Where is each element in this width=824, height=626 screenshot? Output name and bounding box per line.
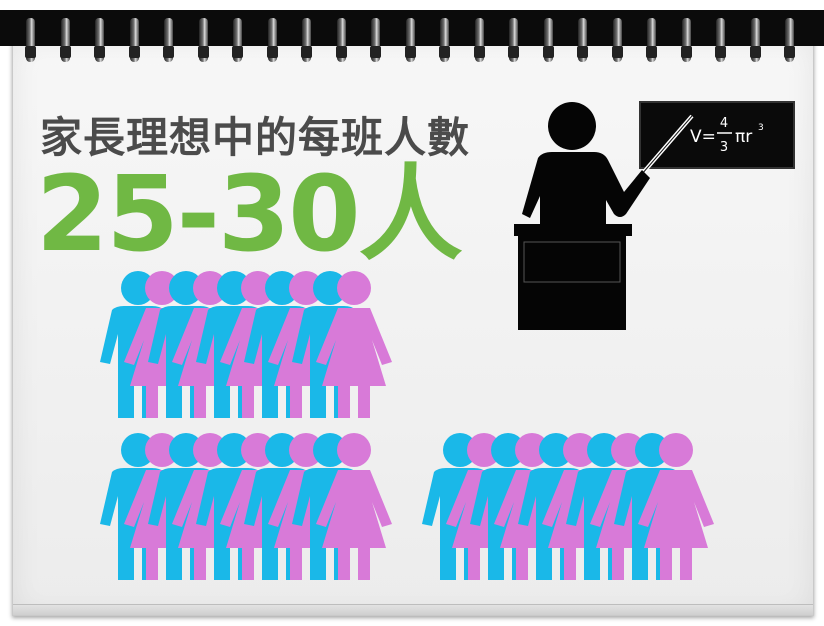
spiral-ring-icon — [302, 18, 311, 62]
ring-hole — [301, 46, 312, 58]
pointer-stick-outline — [641, 115, 693, 175]
spiral-ring-icon — [785, 18, 794, 62]
ring-hole — [128, 46, 140, 58]
teacher-icon — [522, 102, 650, 226]
spiral-ring-icon — [681, 18, 691, 62]
ring-hole — [611, 46, 623, 58]
spiral-ring-icon — [474, 18, 484, 62]
spiral-ring-icon — [440, 18, 449, 62]
girl-icon — [314, 270, 394, 420]
formula-numerator: 4 — [720, 116, 728, 131]
girl-icon — [314, 432, 394, 582]
ring-hole — [473, 46, 485, 58]
ring-hole — [163, 46, 174, 58]
spiral-ring-icon — [612, 18, 622, 62]
spiral-ring-icon — [647, 18, 656, 62]
spiral-ring-icon — [26, 18, 35, 62]
ring-hole — [266, 46, 278, 58]
spiral-ring-icon — [164, 18, 173, 62]
spiral-ring-icon — [543, 18, 553, 62]
formula-denominator: 3 — [720, 140, 728, 155]
notebook-page-edge — [13, 604, 813, 615]
ring-hole — [680, 46, 692, 58]
formula-exponent: 3 — [758, 123, 764, 133]
ring-hole — [232, 46, 243, 58]
highlight-value: 25-30人 — [36, 153, 463, 275]
spiral-ring-icon — [405, 18, 415, 62]
spiral-ring-icon — [509, 18, 518, 62]
ring-hole — [784, 46, 795, 58]
spiral-binding — [0, 0, 824, 62]
spiral-ring-icon — [716, 18, 725, 62]
blackboard-icon: V= 4 3 πr 3 — [639, 101, 795, 169]
spiral-ring-icon — [750, 18, 760, 62]
headline: 家長理想中的每班人數 — [40, 113, 471, 162]
teacher-illustration: V= 4 3 πr 3 — [514, 101, 795, 330]
spiral-ring-icon — [267, 18, 277, 62]
ring-hole — [646, 46, 657, 58]
ring-hole — [715, 46, 726, 58]
ring-hole — [94, 46, 105, 58]
ring-hole — [404, 46, 416, 58]
ring-hole — [197, 46, 209, 58]
ring-hole — [508, 46, 519, 58]
ring-hole — [439, 46, 450, 58]
spiral-ring-icon — [198, 18, 208, 62]
spiral-ring-icon — [336, 18, 346, 62]
ring-hole — [542, 46, 554, 58]
spiral-ring-icon — [233, 18, 242, 62]
ring-hole — [749, 46, 761, 58]
ring-hole — [25, 46, 36, 58]
formula-suffix: πr — [735, 127, 752, 147]
spiral-ring-icon — [95, 18, 104, 62]
ring-hole — [335, 46, 347, 58]
lectern-icon — [514, 224, 632, 330]
spiral-ring-icon — [371, 18, 380, 62]
spiral-ring-icon — [578, 18, 587, 62]
formula-prefix: V= — [690, 127, 716, 147]
ring-hole — [59, 46, 71, 58]
spiral-ring-icon — [129, 18, 139, 62]
ring-hole — [370, 46, 381, 58]
ring-hole — [577, 46, 588, 58]
girl-icon — [636, 432, 716, 582]
spiral-ring-icon — [60, 18, 70, 62]
